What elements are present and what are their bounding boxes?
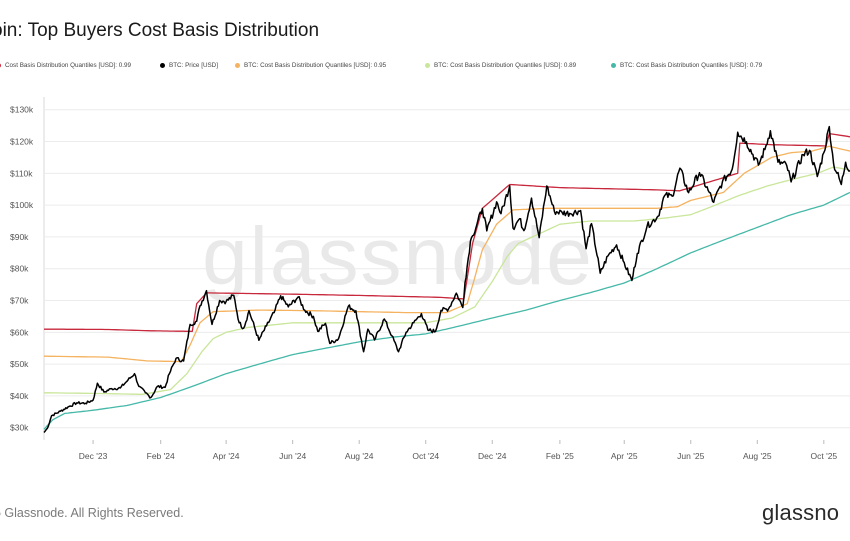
x-tick-label: Oct '25 [810,451,837,461]
legend-label: BTC: Cost Basis Distribution Quantiles [… [434,62,577,69]
chart-title: oin: Top Buyers Cost Basis Distribution [0,20,320,41]
legend-item-quantile-0-79[interactable]: BTC: Cost Basis Distribution Quantiles [… [611,62,762,69]
y-tick-label: $50k [10,359,29,369]
legend-dot-icon [0,63,1,68]
glassnode-logo: glassno [762,500,840,525]
y-tick-label: $130k [10,105,34,115]
y-axis-ticks: $30k $40k $50k $60k $70k $80k $90k $100k $110k $1… [10,105,34,433]
x-tick-label: Apr '24 [213,451,240,461]
price-chart: glassnode $30k $40k $50k $60k $70k $80k $90k $1… [10,97,850,461]
legend-dot-icon [425,63,430,68]
legend-dot-icon [611,63,616,68]
chart-legend: Cost Basis Distribution Quantiles [USD]:… [0,62,850,74]
legend-item-price[interactable]: BTC: Price [USD] [160,62,218,69]
series-line-btc-cost-basis-distribution-quantiles-usd-0-89 [44,166,850,395]
series-line-btc-cost-basis-distribution-quantiles-usd-0-79 [43,191,850,430]
x-tick-label: Dec '24 [478,451,507,461]
copyright-text: 5 Glassnode. All Rights Reserved. [0,506,184,520]
x-tick-label: Jun '25 [677,451,704,461]
x-tick-label: Dec '23 [79,451,108,461]
series-line-cost-basis-distribution-quantiles-usd-0-99 [44,132,850,333]
legend-label: BTC: Cost Basis Distribution Quantiles [… [620,62,763,69]
y-tick-label: $80k [10,264,29,274]
y-tick-label: $40k [10,391,29,401]
legend-item-quantile-0-95[interactable]: BTC: Cost Basis Distribution Quantiles [… [235,62,386,69]
legend-dot-icon [160,63,165,68]
y-tick-label: $60k [10,327,29,337]
x-tick-label: Feb '25 [546,451,574,461]
x-tick-label: Feb '24 [147,451,175,461]
legend-item-quantile-0-89[interactable]: BTC: Cost Basis Distribution Quantiles [… [425,62,576,69]
legend-item-quantile-0-99[interactable]: Cost Basis Distribution Quantiles [USD]:… [0,62,131,69]
watermark-text: glassnode [202,211,594,302]
x-tick-label: Aug '25 [743,451,772,461]
x-axis-ticks: Dec '23 Feb '24 Apr '24 Jun '24 Aug '24 Oct '… [79,440,837,461]
series-lines [43,125,850,433]
y-tick-label: $110k [10,168,33,178]
y-tick-label: $70k [10,296,29,306]
legend-label: BTC: Cost Basis Distribution Quantiles [… [244,62,387,69]
legend-label: Cost Basis Distribution Quantiles [USD]:… [5,62,131,69]
y-tick-label: $120k [10,137,34,147]
series-line-btc-price-usd [43,125,850,433]
x-tick-label: Apr '25 [611,451,638,461]
x-tick-label: Aug '24 [345,451,374,461]
y-tick-label: $30k [10,423,29,433]
x-tick-label: Oct '24 [412,451,439,461]
legend-label: BTC: Price [USD] [169,62,218,69]
legend-dot-icon [235,63,240,68]
y-tick-label: $100k [10,200,34,210]
y-tick-label: $90k [10,232,29,242]
x-tick-label: Jun '24 [279,451,306,461]
